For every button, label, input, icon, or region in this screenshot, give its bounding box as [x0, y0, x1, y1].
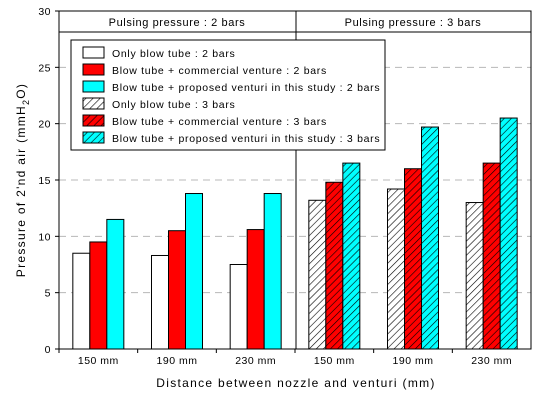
x-tick-label: 190 mm	[393, 355, 434, 367]
y-tick-label: 0	[45, 344, 51, 356]
y-tick-label: 5	[45, 288, 51, 300]
bar	[168, 230, 186, 350]
legend-swatch	[82, 80, 105, 93]
legend-swatch	[82, 97, 105, 110]
bar	[246, 229, 265, 350]
bar	[342, 162, 361, 350]
bar	[72, 252, 91, 350]
bar	[263, 193, 282, 350]
x-axis-title: Distance between nozzle and venturi (mm)	[156, 376, 435, 390]
legend-label: Blow tube + proposed venturi in this stu…	[112, 133, 380, 145]
legend-label: Blow tube + proposed venturi in this stu…	[112, 82, 380, 94]
legend-box	[70, 39, 386, 151]
bar	[229, 264, 248, 350]
bar	[465, 202, 484, 350]
legend-label: Only blow tube : 3 bars	[112, 99, 236, 111]
legend-swatch	[82, 131, 105, 144]
legend-swatch	[82, 46, 105, 59]
legend-label: Blow tube + commercial venture : 2 bars	[112, 65, 327, 77]
legend-label: Blow tube + commercial venture : 3 bars	[112, 116, 327, 128]
panel-label-3bars: Pulsing pressure : 3 bars	[345, 17, 482, 29]
bar	[308, 199, 327, 350]
bar	[106, 218, 125, 350]
legend-swatch	[82, 114, 105, 127]
y-tick-label: 20	[38, 119, 51, 131]
panel-label-2bars: Pulsing pressure : 2 bars	[109, 17, 246, 29]
bar	[499, 117, 518, 350]
bar	[89, 241, 108, 350]
y-tick-label: 10	[38, 231, 51, 243]
bar	[421, 126, 439, 350]
y-tick-label: 15	[38, 175, 51, 187]
bar	[387, 188, 405, 350]
x-tick-label: 230 mm	[235, 355, 276, 367]
bar	[404, 168, 422, 350]
legend: Only blow tube : 2 bars Blow tube + comme…	[70, 39, 386, 151]
bar	[325, 181, 344, 350]
x-tick-label: 230 mm	[471, 355, 512, 367]
x-tick-label: 150 mm	[314, 355, 355, 367]
bar	[482, 162, 501, 350]
legend-label: Only blow tube : 2 bars	[112, 48, 236, 60]
bar	[185, 193, 203, 350]
x-tick-label: 190 mm	[157, 355, 198, 367]
axes: 0 5 10 15 20 25 30 150 mm 190 mm 230 mm 150 mm 190 …	[38, 6, 512, 367]
legend-swatch	[82, 63, 105, 76]
y-tick-label: 30	[38, 6, 51, 18]
x-tick-label: 150 mm	[78, 355, 119, 367]
bars	[72, 117, 518, 350]
y-tick-label: 25	[38, 62, 51, 74]
y-axis-title: Pressure of 2'nd air (mmH2O)	[14, 83, 31, 277]
bar	[151, 254, 169, 350]
